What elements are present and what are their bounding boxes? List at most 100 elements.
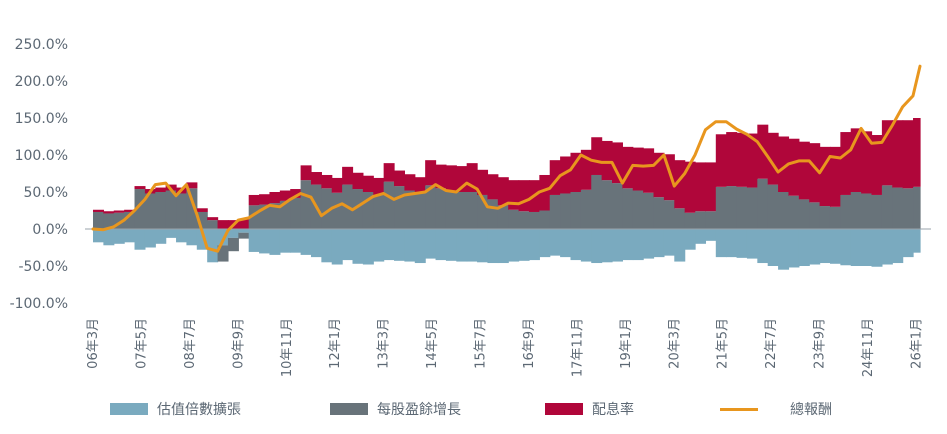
- eps-growth-bar: [695, 211, 707, 229]
- valuation-bar: [632, 229, 644, 261]
- dividend-bar: [829, 146, 841, 207]
- x-tick-label: 26年1月: [909, 318, 924, 369]
- eps-growth-bar: [591, 174, 603, 229]
- valuation-bar: [518, 229, 530, 261]
- legend-swatch-dividend: [545, 403, 583, 415]
- eps-growth-bar: [352, 189, 364, 229]
- dividend-bar: [196, 208, 208, 212]
- dividend-bar: [466, 163, 478, 192]
- eps-growth-bar: [466, 192, 478, 229]
- dividend-bar: [331, 177, 343, 193]
- valuation-bar: [736, 229, 748, 258]
- valuation-bar: [746, 229, 758, 259]
- eps-growth-bar: [580, 189, 592, 229]
- eps-growth-bar: [259, 204, 271, 229]
- valuation-bar: [674, 229, 686, 262]
- eps-growth-bar: [383, 181, 395, 229]
- x-tick-label: 06年3月: [86, 318, 101, 369]
- dividend-bar: [414, 177, 426, 193]
- dividend-bar: [539, 174, 551, 211]
- dividend-bar: [373, 177, 385, 195]
- x-axis: 06年3月 07年5月 08年7月 09年9月 10年11月 12年1月 13年3月 14年5…: [86, 318, 924, 377]
- dividend-bar: [445, 165, 457, 192]
- valuation-bar: [383, 229, 395, 261]
- dividend-bar: [425, 160, 437, 186]
- eps-growth-bar: [549, 194, 561, 229]
- legend-item-valuation: 估值倍數擴張: [110, 398, 241, 420]
- dividend-bar: [362, 175, 374, 192]
- dividend-bar: [217, 220, 229, 229]
- eps-growth-bar: [93, 211, 104, 229]
- x-tick-label: 13年3月: [377, 318, 392, 369]
- eps-growth-bar: [778, 192, 790, 229]
- valuation-bar: [155, 229, 167, 244]
- valuation-bar: [497, 229, 509, 264]
- valuation-bar: [259, 229, 271, 254]
- valuation-bar: [881, 229, 893, 265]
- dividend-bar: [788, 138, 800, 196]
- eps-growth-bar: [373, 194, 385, 229]
- dividend-bar: [93, 209, 104, 212]
- dividend-bar: [560, 156, 572, 194]
- total-return-line: [91, 64, 922, 253]
- eps-growth-bar: [362, 192, 374, 229]
- eps-growth-bar: [674, 208, 686, 229]
- valuation-bar: [269, 229, 281, 255]
- eps-growth-bar: [134, 189, 146, 229]
- legend-label: 估值倍數擴張: [157, 402, 241, 418]
- eps-growth-bar: [290, 197, 302, 229]
- eps-growth-bar: [601, 180, 613, 229]
- eps-growth-bar: [850, 192, 862, 229]
- valuation-bar: [757, 229, 769, 264]
- eps-growth-bar: [871, 194, 883, 229]
- valuation-bar: [653, 229, 665, 258]
- eps-growth-bar: [321, 188, 333, 229]
- dividend-bar: [259, 194, 271, 205]
- dividend-bar: [601, 140, 613, 181]
- eps-growth-bar: [570, 192, 582, 229]
- eps-growth-bar: [113, 212, 125, 229]
- dividend-bar: [404, 174, 416, 191]
- eps-growth-bar: [165, 190, 177, 229]
- eps-growth-bar: [840, 194, 852, 229]
- dividend-bar: [279, 190, 291, 201]
- dividend-bar: [861, 131, 873, 194]
- dividend-bar: [881, 120, 893, 186]
- x-tick-label: 07年5月: [134, 318, 149, 369]
- valuation-bar: [331, 229, 343, 265]
- valuation-bar: [528, 229, 540, 261]
- dividend-bar: [113, 210, 125, 213]
- x-tick-label: 10年11月: [280, 318, 295, 377]
- valuation-bar: [601, 229, 613, 263]
- valuation-bar: [176, 229, 188, 243]
- dividend-bar: [570, 152, 582, 192]
- dividend-bar: [342, 166, 354, 185]
- valuation-bar: [238, 229, 250, 233]
- dividend-bar: [518, 180, 530, 212]
- dividend-bar: [705, 162, 717, 212]
- eps-growth-bar: [819, 206, 831, 229]
- eps-growth-bar: [497, 205, 509, 229]
- valuation-bar: [767, 229, 779, 266]
- dividend-bar: [746, 133, 758, 188]
- eps-growth-bar: [144, 193, 156, 229]
- valuation-bar: [425, 229, 437, 259]
- eps-growth-bar: [394, 186, 405, 229]
- valuation-bar: [695, 229, 707, 244]
- eps-growth-bar: [684, 212, 696, 229]
- eps-growth-bar: [663, 200, 675, 229]
- valuation-bar: [227, 229, 239, 238]
- y-tick-label: 0.0%: [32, 222, 68, 238]
- dividend-bar: [767, 132, 779, 185]
- valuation-bar: [663, 229, 675, 256]
- valuation-bar: [726, 229, 738, 258]
- eps-growth-bar: [269, 203, 281, 229]
- eps-growth-bar: [404, 190, 416, 229]
- dividend-bar: [622, 146, 634, 189]
- valuation-bar: [207, 229, 219, 263]
- valuation-bar: [103, 229, 115, 246]
- valuation-bar: [591, 229, 603, 264]
- eps-growth-bar: [736, 186, 748, 229]
- dividend-bar: [383, 163, 395, 182]
